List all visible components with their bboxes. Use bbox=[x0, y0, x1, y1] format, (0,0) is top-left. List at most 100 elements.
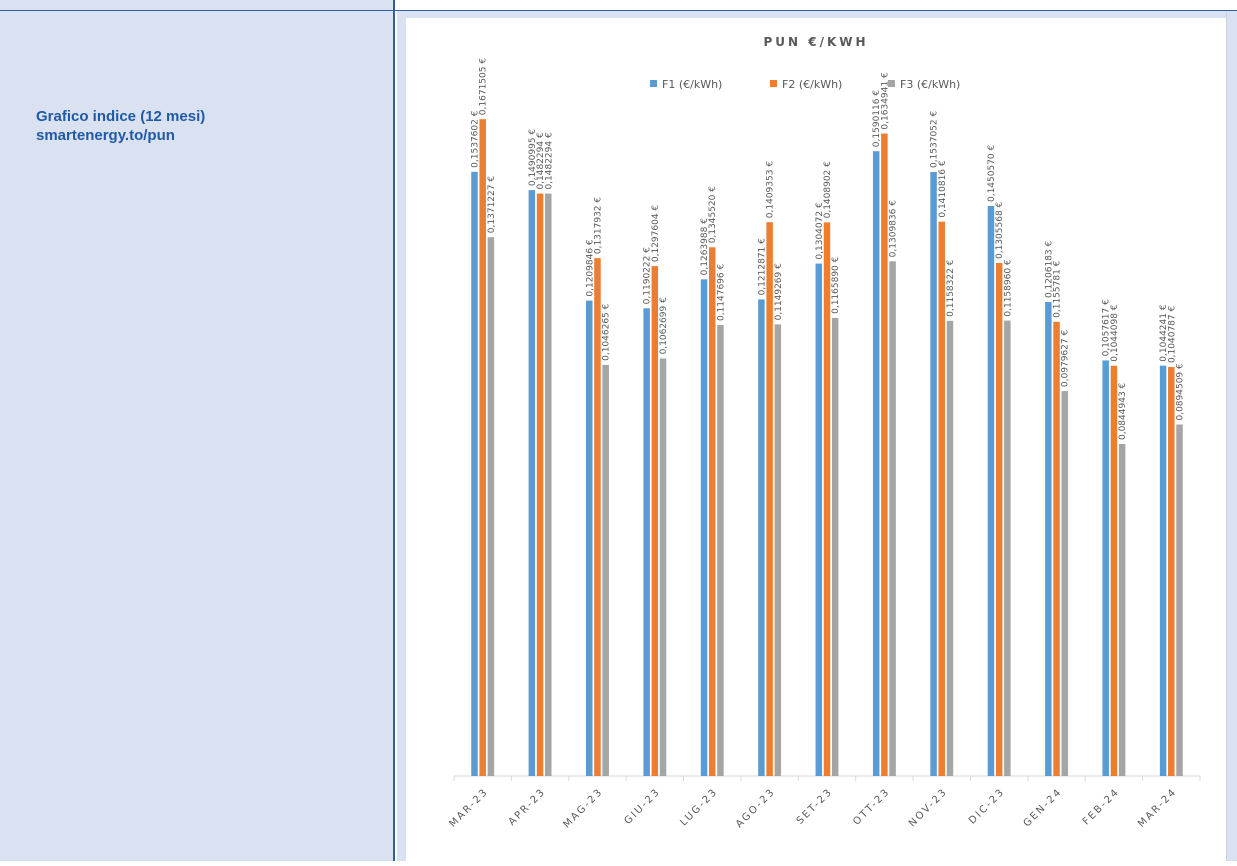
x-tick-label-mar-23: MAR-23 bbox=[447, 786, 490, 829]
legend-label-1: F1 (€/kWh) bbox=[662, 78, 722, 91]
x-tick-label-feb-24: FEB-24 bbox=[1081, 786, 1122, 827]
pun-bar-chart: PUN €/KWH F1 (€/kWh) F2 (€/kWh) F3 (€/kWh) 0… bbox=[447, 35, 1201, 830]
data-label-2-lug-23: 0,1345520 € bbox=[708, 186, 718, 244]
data-label-2-gen-24: 0,1155781 € bbox=[1053, 260, 1063, 318]
data-label-2-giu-23: 0,1297604 € bbox=[651, 205, 661, 263]
data-label-2-ago-23: 0,1409353 € bbox=[766, 161, 776, 219]
data-label-3-lug-23: 0,1147696 € bbox=[716, 263, 726, 321]
data-label-3-mar-23: 0,1371227 € bbox=[487, 176, 497, 234]
chart-title: PUN €/KWH bbox=[763, 35, 868, 49]
bar-3-giu-23 bbox=[659, 358, 667, 776]
bar-2-gen-24 bbox=[1053, 321, 1060, 776]
data-label-1-set-23: 0,1304072 € bbox=[815, 202, 825, 260]
bar-2-giu-23 bbox=[651, 266, 659, 776]
data-label-2-set-23: 0,1408902 € bbox=[823, 161, 833, 219]
x-tick-label-dic-23: DIC-23 bbox=[967, 786, 1007, 826]
x-tick-label-apr-23: APR-23 bbox=[507, 786, 549, 828]
bar-1-lug-23 bbox=[700, 279, 708, 776]
bar-3-set-23 bbox=[831, 317, 839, 776]
data-label-3-set-23: 0,1165890 € bbox=[831, 256, 841, 314]
bar-3-lug-23 bbox=[717, 325, 724, 776]
legend-swatch-1 bbox=[650, 80, 657, 87]
data-label-2-ott-23: 0,1634941 € bbox=[880, 72, 890, 130]
bar-2-feb-24 bbox=[1110, 365, 1118, 776]
bar-1-ago-23 bbox=[758, 299, 765, 776]
bar-1-giu-23 bbox=[643, 308, 650, 776]
top-rule bbox=[0, 10, 1237, 11]
legend-swatch-3 bbox=[888, 80, 895, 87]
bar-2-ott-23 bbox=[881, 133, 888, 777]
bar-2-mar-24 bbox=[1168, 367, 1175, 776]
bar-1-apr-23 bbox=[528, 190, 536, 777]
bar-2-dic-23 bbox=[995, 262, 1003, 776]
bar-1-set-23 bbox=[815, 263, 823, 776]
x-tick-label-gen-24: GEN-24 bbox=[1022, 786, 1065, 829]
bar-2-set-23 bbox=[823, 222, 831, 776]
data-label-3-gen-24: 0,0979627 € bbox=[1061, 330, 1071, 388]
caption-title: Grafico indice (12 mesi) bbox=[36, 108, 206, 125]
bar-3-mar-24 bbox=[1176, 424, 1183, 776]
left-panel: Grafico indice (12 mesi) smartenergy.to/… bbox=[0, 0, 395, 861]
x-tick-label-giu-23: GIU-23 bbox=[622, 786, 663, 827]
data-label-1-mag-23: 0,1209846 € bbox=[585, 239, 595, 297]
bar-3-mag-23 bbox=[602, 364, 609, 776]
data-label-1-lug-23: 0,1263988 € bbox=[700, 218, 710, 276]
data-label-1-apr-23: 0,1490995 € bbox=[528, 129, 538, 187]
data-label-3-nov-23: 0,1158322 € bbox=[946, 259, 956, 317]
data-label-3-dic-23: 0,1158960 € bbox=[1003, 259, 1013, 317]
right-edge bbox=[1226, 11, 1227, 861]
x-tick-label-mar-24: MAR-24 bbox=[1136, 786, 1179, 829]
legend-swatch-2 bbox=[770, 80, 777, 87]
caption-link[interactable]: smartenergy.to/pun bbox=[36, 127, 175, 144]
data-label-3-apr-23: 0,1482294 € bbox=[544, 132, 554, 190]
x-tick-label-nov-23: NOV-23 bbox=[907, 786, 950, 829]
data-label-3-ott-23: 0,1309836 € bbox=[889, 200, 899, 258]
data-label-1-dic-23: 0,1450570 € bbox=[987, 144, 997, 202]
bar-2-ago-23 bbox=[766, 222, 773, 777]
x-tick-label-mag-23: MAG-23 bbox=[561, 786, 605, 830]
data-label-2-nov-23: 0,1410816 € bbox=[938, 160, 948, 218]
bar-1-feb-24 bbox=[1102, 360, 1109, 776]
data-label-1-giu-23: 0,1190222 € bbox=[643, 247, 653, 305]
data-label-1-gen-24: 0,1206183 € bbox=[1044, 241, 1054, 299]
data-label-2-feb-24: 0,1044098 € bbox=[1110, 304, 1120, 362]
chart-caption: Grafico indice (12 mesi) smartenergy.to/… bbox=[36, 107, 376, 145]
data-label-2-dic-23: 0,1305568 € bbox=[995, 201, 1005, 259]
data-label-3-feb-24: 0,0844943 € bbox=[1118, 382, 1128, 440]
bar-1-mar-24 bbox=[1159, 365, 1167, 776]
bar-1-gen-24 bbox=[1045, 302, 1052, 776]
data-label-2-mar-24: 0,1040787 € bbox=[1167, 306, 1177, 364]
legend-label-3: F3 (€/kWh) bbox=[900, 78, 960, 91]
data-label-3-mag-23: 0,1046265 € bbox=[602, 303, 612, 361]
bar-3-ago-23 bbox=[774, 324, 782, 776]
bar-2-apr-23 bbox=[536, 193, 544, 776]
data-label-3-mar-24: 0,0894509 € bbox=[1176, 363, 1186, 421]
bar-2-lug-23 bbox=[708, 247, 716, 776]
bar-2-nov-23 bbox=[938, 221, 946, 776]
data-label-2-apr-23: 0,1482294 € bbox=[536, 132, 546, 190]
bar-1-dic-23 bbox=[987, 206, 995, 776]
bar-2-mag-23 bbox=[594, 258, 601, 776]
bar-3-mar-23 bbox=[487, 237, 495, 776]
data-label-1-mar-24: 0,1044241 € bbox=[1159, 304, 1169, 362]
bar-3-gen-24 bbox=[1061, 391, 1068, 776]
data-label-1-ott-23: 0,1590116 € bbox=[872, 90, 882, 148]
bar-1-mar-23 bbox=[471, 171, 478, 776]
bar-3-feb-24 bbox=[1118, 443, 1126, 776]
x-tick-label-set-23: SET-23 bbox=[795, 786, 835, 826]
bar-3-dic-23 bbox=[1004, 320, 1011, 776]
bar-3-apr-23 bbox=[545, 193, 552, 776]
bar-1-nov-23 bbox=[930, 172, 937, 776]
data-label-3-giu-23: 0,1062699 € bbox=[659, 297, 669, 355]
bar-3-nov-23 bbox=[946, 320, 954, 776]
bar-3-ott-23 bbox=[889, 261, 896, 776]
chart-area: PUN €/KWH F1 (€/kWh) F2 (€/kWh) F3 (€/kWh) 0… bbox=[406, 18, 1226, 861]
x-tick-label-lug-23: LUG-23 bbox=[678, 786, 720, 828]
bar-1-ott-23 bbox=[872, 151, 880, 776]
legend-label-2: F2 (€/kWh) bbox=[782, 78, 842, 91]
data-label-2-mar-23: 0,1671505 € bbox=[479, 58, 489, 116]
data-label-1-feb-24: 0,1057617 € bbox=[1102, 299, 1112, 357]
data-label-2-mag-23: 0,1317932 € bbox=[593, 197, 603, 255]
data-label-3-ago-23: 0,1149269 € bbox=[774, 263, 784, 321]
data-label-1-ago-23: 0,1212871 € bbox=[757, 238, 767, 296]
